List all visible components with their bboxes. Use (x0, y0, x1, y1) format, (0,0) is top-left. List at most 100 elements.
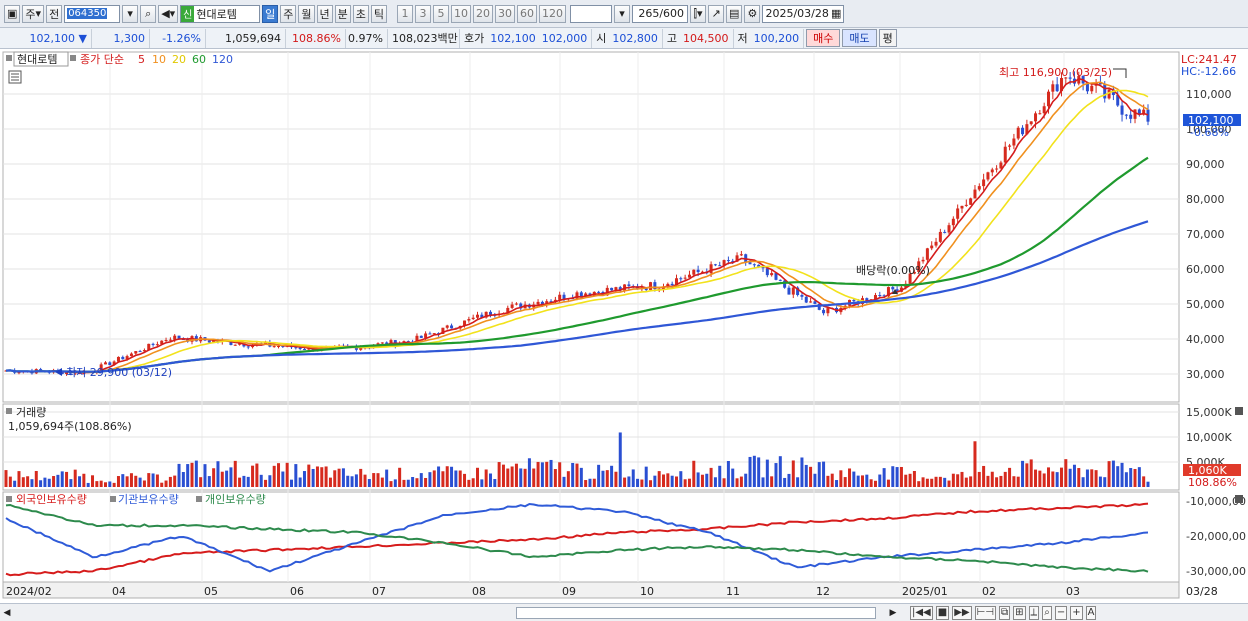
stock-name-field[interactable]: 신 현대로템 (180, 4, 261, 23)
ruler-icon[interactable]: ⟂ (1028, 605, 1040, 620)
volume-bar (1051, 471, 1055, 487)
prev-stock-button[interactable]: 전 (46, 4, 63, 23)
period-tick-button[interactable]: 틱 (370, 4, 388, 23)
candle-body (463, 320, 467, 326)
ma120-legend[interactable]: 120 (212, 53, 233, 66)
price-tick-label: 100,000 (1186, 123, 1232, 136)
chart-scrollbar[interactable]: ◀ ▶ |◀◀ ■ ▶▶ ⊢⊣ ⧉ ⊞ ⟂ ⌕ − + A (0, 603, 1248, 621)
sell-button[interactable]: 매도 (842, 29, 877, 47)
chart-window-icon[interactable]: ▣ (4, 4, 21, 23)
stock-chart[interactable]: 현대로템 종가 단순 5 10 20 60 120 최고 116,900 (03… (0, 50, 1248, 604)
legend-marker-icon (6, 496, 12, 502)
buy-button[interactable]: 매수 (806, 29, 841, 47)
candle-body (1034, 113, 1038, 122)
interval-dropdown-icon[interactable]: ▾ (614, 4, 631, 23)
period-mode-select[interactable]: 주 ▾ (22, 4, 45, 23)
candle-body (1116, 95, 1120, 106)
stock-code-input[interactable]: 064350 (64, 4, 121, 23)
volume-bar (1072, 464, 1076, 487)
price-panel[interactable] (2, 51, 1180, 403)
zoom-out-icon[interactable]: − (1054, 605, 1068, 620)
volume-bar (1111, 460, 1115, 487)
interval-1-button[interactable]: 1 (397, 4, 414, 23)
ma5-legend[interactable]: 5 (138, 53, 145, 66)
gear-icon[interactable]: ⚙ (744, 4, 761, 23)
range-icon[interactable]: ⊢⊣ (974, 605, 997, 620)
zoom-in-icon[interactable]: + (1070, 605, 1083, 620)
candle-body (540, 301, 544, 305)
interval-20-button[interactable]: 20 (473, 4, 494, 23)
holding-panel[interactable] (2, 491, 1180, 583)
period-year-button[interactable]: 년 (316, 4, 333, 23)
candle-type-icon[interactable]: ⫿▾ (690, 4, 707, 23)
search-icon[interactable]: ⌕ (140, 4, 157, 23)
volume-bar (359, 468, 363, 487)
candle-body (298, 347, 302, 350)
volume-bar (549, 459, 553, 487)
interval-60-button[interactable]: 60 (517, 4, 538, 23)
date-input[interactable]: 2025/03/28 ▦ (762, 4, 845, 23)
volume-bar (1103, 477, 1107, 487)
calendar-icon[interactable]: ▦ (831, 7, 842, 20)
scroll-thumb[interactable] (516, 606, 876, 619)
code-dropdown-icon[interactable]: ▾ (122, 4, 139, 23)
zoom-icon[interactable]: ⌕ (1042, 605, 1052, 620)
volume-bar (1016, 476, 1020, 487)
first-page-icon[interactable]: |◀◀ (910, 605, 933, 620)
price-tick-label: 110,000 (1186, 88, 1232, 101)
panel-close-icon[interactable] (1235, 407, 1243, 415)
period-week-button[interactable]: 주 (280, 4, 297, 23)
candle-body (39, 369, 43, 371)
play-icon[interactable]: ▶▶ (952, 605, 972, 620)
sound-icon[interactable]: ◀▾ (158, 4, 179, 23)
volume-bar (571, 462, 575, 487)
period-month-button[interactable]: 월 (298, 4, 315, 23)
institution-holding-legend[interactable]: 기관보유수량 (118, 493, 179, 506)
ma60-legend[interactable]: 60 (192, 53, 206, 66)
interval-10-button[interactable]: 10 (451, 4, 472, 23)
font-icon[interactable]: A (1085, 605, 1097, 620)
bar-count-input[interactable]: 265/600 (632, 4, 689, 23)
candle-body (969, 198, 973, 205)
scroll-track[interactable] (26, 606, 886, 619)
draw-tool-icon[interactable]: ↗ (708, 4, 725, 23)
volume-bar (605, 470, 609, 487)
interval-120-button[interactable]: 120 (539, 4, 567, 23)
ma10-legend[interactable]: 10 (152, 53, 166, 66)
candle-body (822, 309, 826, 314)
high-annotation: 최고 116,900 (03/25) (999, 66, 1112, 79)
bid-price: 102,100 (490, 31, 536, 45)
ma20-legend[interactable]: 20 (172, 53, 186, 66)
avg-button[interactable]: 평 (878, 29, 897, 47)
volume-bar (251, 465, 255, 487)
volume-bar (103, 482, 107, 487)
volume-bar (389, 481, 393, 487)
volume-bar (938, 476, 942, 487)
candle-body (121, 356, 125, 360)
volume-bar (986, 475, 990, 487)
volume-bar (657, 471, 661, 487)
interval-5-button[interactable]: 5 (433, 4, 450, 23)
save-icon[interactable]: ▤ (726, 4, 743, 23)
volume-bar (402, 479, 406, 487)
custom-interval-input[interactable] (570, 4, 613, 23)
scroll-right-icon[interactable]: ▶ (889, 607, 897, 618)
candle-body (4, 370, 8, 372)
new-badge: 신 (181, 5, 195, 22)
volume-bar (861, 475, 864, 487)
interval-3-button[interactable]: 3 (415, 4, 432, 23)
layout-icon[interactable]: ⊞ (1013, 605, 1026, 620)
individual-holding-legend[interactable]: 개인보유수량 (205, 493, 266, 506)
scroll-left-icon[interactable]: ◀ (3, 607, 11, 618)
candle-body (359, 347, 363, 350)
panel-close-icon[interactable] (1235, 495, 1243, 503)
stop-icon[interactable]: ■ (935, 605, 950, 620)
period-second-button[interactable]: 초 (352, 4, 369, 23)
period-day-button[interactable]: 일 (262, 4, 279, 23)
foreign-holding-legend[interactable]: 외국인보유수량 (16, 493, 87, 506)
interval-30-button[interactable]: 30 (495, 4, 516, 23)
volume-bar (921, 477, 925, 487)
copy-icon[interactable]: ⧉ (999, 605, 1011, 620)
volume-bar (990, 471, 994, 487)
period-minute-button[interactable]: 분 (334, 4, 351, 23)
